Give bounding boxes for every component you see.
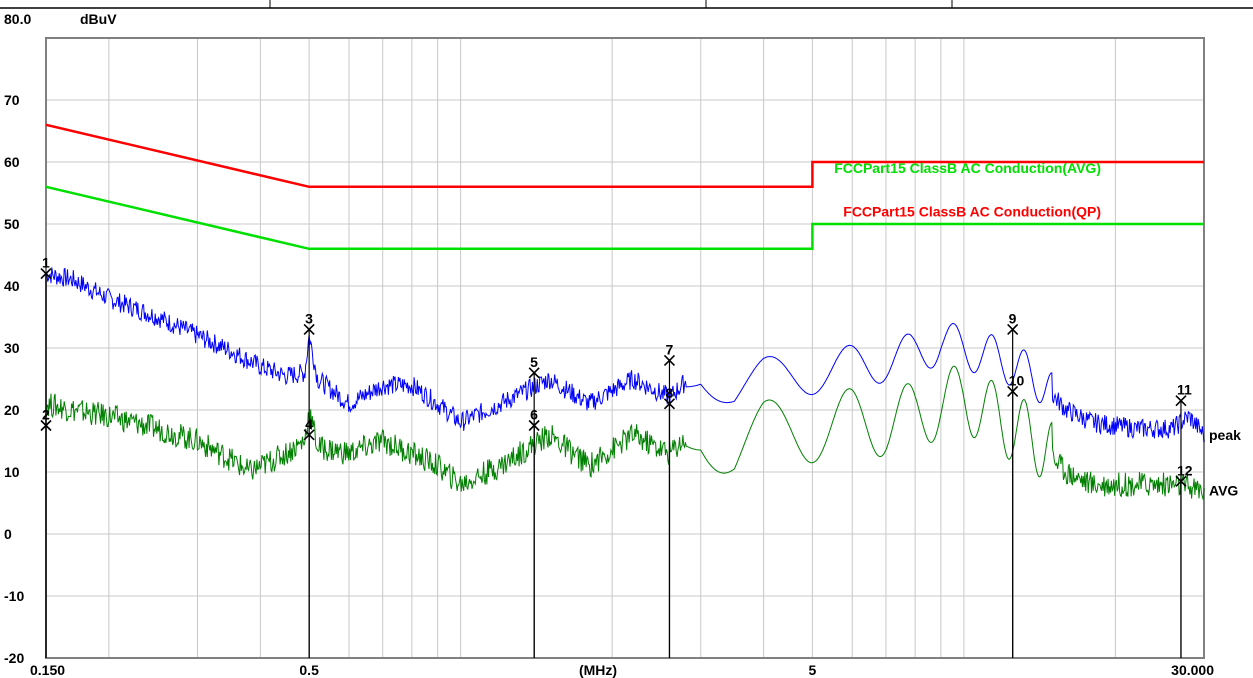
y-tick-label: -10 — [4, 588, 24, 604]
marker-label: 9 — [1009, 310, 1017, 326]
marker-label: 7 — [665, 341, 673, 357]
series-label: peak — [1209, 427, 1241, 443]
series-line — [45, 267, 1205, 443]
y-tick-label: 40 — [4, 278, 20, 294]
y-unit-label: dBuV — [80, 11, 117, 27]
series-label: AVG — [1209, 483, 1238, 499]
y-top-label: 80.0 — [4, 11, 31, 27]
y-tick-label: 50 — [4, 216, 20, 232]
limit-line — [45, 123, 1204, 189]
y-tick-label: -20 — [4, 650, 24, 666]
x-tick-labels: 0.150 0.5 5 30.000 — [30, 662, 1214, 678]
marker-cross — [1007, 323, 1019, 335]
x-unit-label: (MHz) — [579, 662, 617, 678]
x-tick-label: 0.150 — [30, 662, 65, 678]
x-tick-label: 0.5 — [299, 662, 319, 678]
limit-label: FCCPart15 ClassB AC Conduction(QP) — [843, 204, 1101, 220]
header-strip — [0, 0, 1253, 9]
y-tick-label: 30 — [4, 340, 20, 356]
marker-cross — [303, 429, 315, 441]
marker-label: 5 — [530, 354, 538, 370]
x-tick-label: 30.000 — [1171, 662, 1214, 678]
limit-line — [45, 185, 1204, 251]
marker-cross — [1007, 385, 1019, 397]
marker-label: 12 — [1177, 462, 1193, 478]
marker-label: 2 — [42, 407, 50, 423]
marker-label: 4 — [305, 416, 313, 432]
marker-cross — [1175, 475, 1187, 487]
data-series — [45, 267, 1205, 500]
marker-label: 11 — [1177, 382, 1192, 398]
x-tick-label: 5 — [808, 662, 816, 678]
marker-label: 3 — [305, 310, 313, 326]
marker-cross — [663, 398, 676, 410]
y-tick-labels: 70 60 50 40 30 20 10 0 -10 -20 — [4, 92, 24, 666]
marker-cross — [303, 323, 315, 335]
marker-cross — [528, 419, 540, 432]
limit-lines: FCCPart15 ClassB AC Conduction(QP) FCCPar… — [45, 123, 1204, 251]
marker-label: 8 — [665, 385, 673, 401]
marker-cross — [663, 354, 676, 366]
limit-label: FCCPart15 ClassB AC Conduction(AVG) — [834, 160, 1101, 176]
y-tick-label: 60 — [4, 154, 20, 170]
marker-cross — [40, 419, 52, 432]
series-labels: peak AVG — [1209, 427, 1241, 499]
grid — [46, 37, 1204, 659]
marker-cross — [40, 268, 52, 280]
marker-label: 1 — [42, 255, 50, 271]
marker-cross — [1175, 395, 1187, 407]
y-tick-label: 10 — [4, 464, 20, 480]
marker-label: 6 — [530, 407, 538, 423]
marker-label: 10 — [1009, 372, 1025, 388]
y-tick-label: 0 — [4, 526, 12, 542]
y-tick-label: 20 — [4, 402, 20, 418]
y-tick-label: 70 — [4, 92, 20, 108]
series-line — [45, 365, 1205, 500]
marker-cross — [528, 367, 540, 379]
